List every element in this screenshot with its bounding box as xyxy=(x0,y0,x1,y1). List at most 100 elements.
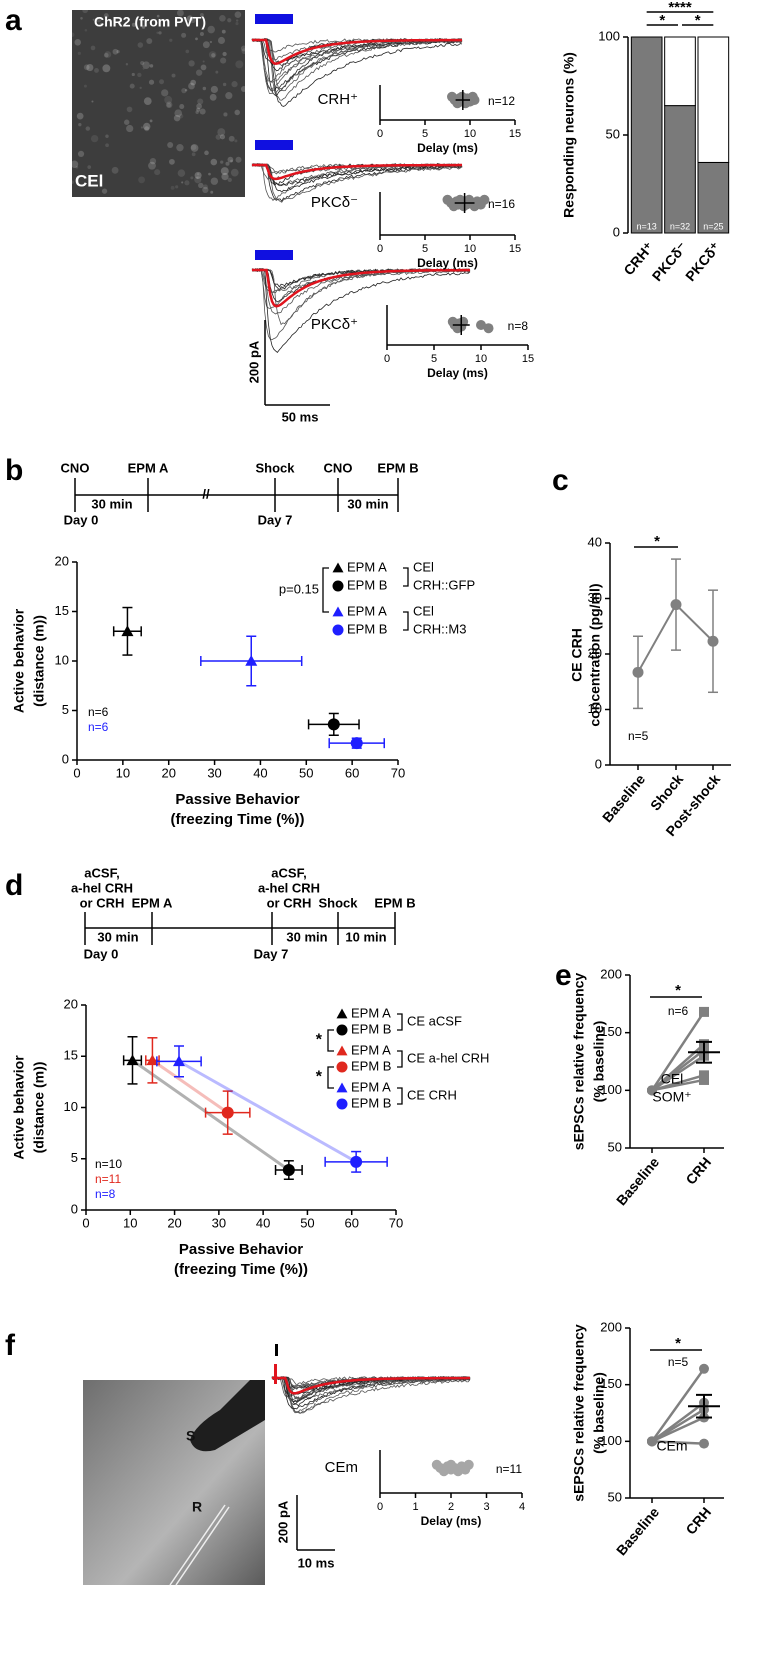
timeline-interval: 10 min xyxy=(345,929,386,944)
texture xyxy=(159,79,165,85)
group-label: CE a-hel CRH xyxy=(407,1050,489,1065)
pipette xyxy=(169,1504,230,1586)
timeline-day: Day 0 xyxy=(84,946,119,961)
texture xyxy=(207,25,215,34)
texture xyxy=(210,85,218,94)
x-tick-label: 50 xyxy=(300,1215,314,1230)
marker xyxy=(350,1155,363,1168)
texture xyxy=(217,36,226,45)
x-tick-label: 70 xyxy=(391,765,405,780)
legend-marker xyxy=(336,1024,348,1036)
trace xyxy=(271,1376,471,1410)
texture xyxy=(83,84,87,88)
y-tick-label: 150 xyxy=(600,1376,622,1391)
x-tick-label: 30 xyxy=(207,765,221,780)
trace xyxy=(251,38,463,107)
n-label: n=5 xyxy=(668,1355,689,1369)
subject-line xyxy=(650,1368,706,1443)
group-label: CE CRH xyxy=(407,1087,457,1102)
texture xyxy=(149,119,153,123)
y-axis-label: concentration (pg/ml) xyxy=(587,583,603,726)
trace xyxy=(251,38,463,53)
timeline-interval: 30 min xyxy=(347,496,388,511)
bar-segment xyxy=(697,161,730,234)
x-tick-label: 5 xyxy=(431,353,437,365)
texture xyxy=(149,157,157,165)
n-label: n=25 xyxy=(703,221,723,231)
group-bracket xyxy=(397,1087,403,1105)
texture xyxy=(220,167,229,176)
y-tick-label: 200 xyxy=(600,1319,622,1334)
n-label: n=6 xyxy=(88,720,109,734)
texture xyxy=(219,15,226,22)
x-tick-label: 20 xyxy=(161,765,175,780)
significance: **** xyxy=(668,0,692,16)
x-tick-label: 20 xyxy=(167,1215,181,1230)
marker xyxy=(647,1085,657,1096)
texture xyxy=(196,176,199,180)
timeline-event: CNO xyxy=(324,460,353,475)
texture xyxy=(181,181,184,184)
subject-line xyxy=(651,1078,705,1092)
timeline-event: a-hel CRH xyxy=(71,880,133,895)
scale-label: 200 pA xyxy=(246,340,261,383)
x-axis-label: Passive Behavior xyxy=(175,791,299,808)
texture xyxy=(191,152,196,157)
texture xyxy=(228,135,235,142)
texture xyxy=(131,22,136,27)
stim-mark xyxy=(274,1364,277,1384)
y-tick-label: 0 xyxy=(595,756,602,771)
texture xyxy=(194,171,202,179)
texture xyxy=(126,124,134,133)
texture xyxy=(185,49,190,54)
y-tick-label: 40 xyxy=(588,534,602,549)
bar-segment xyxy=(664,105,696,234)
texture xyxy=(234,11,242,19)
marker xyxy=(146,1054,159,1066)
subject-line xyxy=(651,1440,705,1445)
y-tick-label: 20 xyxy=(55,553,69,568)
texture xyxy=(96,17,102,23)
texture xyxy=(112,48,119,55)
y-tick-label: 50 xyxy=(606,126,620,141)
texture xyxy=(158,31,162,35)
timeline-day: Day 7 xyxy=(254,946,289,961)
group-label: CEl xyxy=(413,559,434,574)
timeline-event: EPM A xyxy=(132,895,173,910)
texture xyxy=(240,45,247,52)
texture xyxy=(221,29,226,34)
x-axis-label: Delay (ms) xyxy=(417,141,478,155)
panel-label: a xyxy=(5,4,22,37)
texture xyxy=(92,18,95,21)
connector xyxy=(178,1060,357,1164)
texture xyxy=(99,22,104,27)
texture xyxy=(230,159,233,163)
texture xyxy=(227,177,232,182)
texture xyxy=(137,72,142,78)
connector xyxy=(151,1059,229,1114)
x-tick-label: 10 xyxy=(464,128,476,140)
marker xyxy=(327,718,340,731)
trace xyxy=(251,162,463,202)
texture xyxy=(142,67,145,70)
texture xyxy=(165,101,173,109)
texture xyxy=(70,32,75,37)
texture xyxy=(197,98,204,105)
texture xyxy=(202,60,205,63)
timeline-event: CNO xyxy=(61,460,90,475)
texture xyxy=(169,158,175,165)
y-tick-label: 50 xyxy=(608,1489,622,1504)
group-bracket xyxy=(403,611,409,631)
texture xyxy=(91,100,94,103)
n-label: n=16 xyxy=(488,197,515,211)
texture xyxy=(196,172,200,176)
timeline-interval: 30 min xyxy=(286,929,327,944)
timeline-interval: 30 min xyxy=(91,496,132,511)
texture xyxy=(215,134,221,140)
n-label: n=10 xyxy=(95,1157,122,1171)
texture xyxy=(83,64,90,71)
average-trace xyxy=(252,163,462,181)
marker xyxy=(121,625,134,637)
texture xyxy=(161,89,169,97)
